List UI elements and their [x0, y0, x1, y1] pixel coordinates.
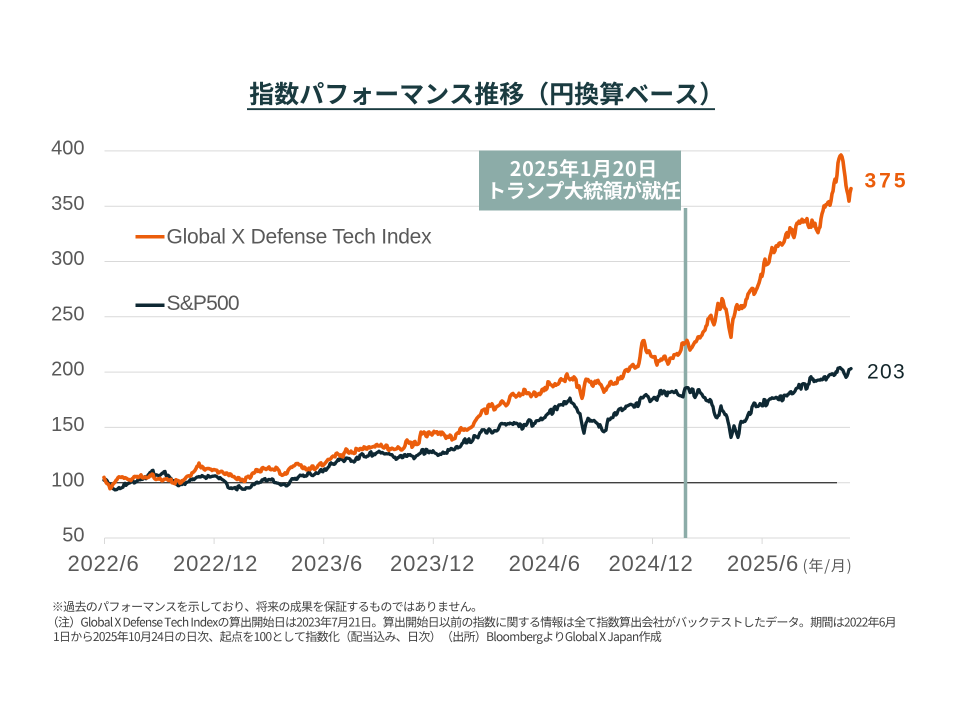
- svg-text:350: 350: [51, 193, 84, 215]
- svg-text:2022/6: 2022/6: [67, 551, 139, 576]
- svg-text:400: 400: [51, 138, 84, 160]
- svg-text:S&P500: S&P500: [167, 292, 239, 315]
- svg-text:150: 150: [51, 414, 84, 436]
- svg-text:Global X Defense Tech Index: Global X Defense Tech Index: [167, 226, 433, 249]
- svg-text:375: 375: [865, 169, 909, 192]
- svg-text:250: 250: [51, 303, 84, 325]
- svg-text:50: 50: [62, 525, 84, 547]
- svg-text:2024/6: 2024/6: [509, 551, 581, 576]
- svg-text:2025/6: 2025/6: [727, 551, 799, 576]
- svg-text:2024/12: 2024/12: [608, 551, 693, 576]
- svg-text:203: 203: [867, 360, 906, 383]
- svg-text:300: 300: [51, 248, 84, 270]
- svg-text:200: 200: [51, 359, 84, 381]
- svg-text:100: 100: [51, 469, 84, 491]
- svg-text:2022/12: 2022/12: [173, 551, 258, 576]
- svg-text:2023/6: 2023/6: [291, 551, 363, 576]
- svg-text:2023/12: 2023/12: [390, 551, 475, 576]
